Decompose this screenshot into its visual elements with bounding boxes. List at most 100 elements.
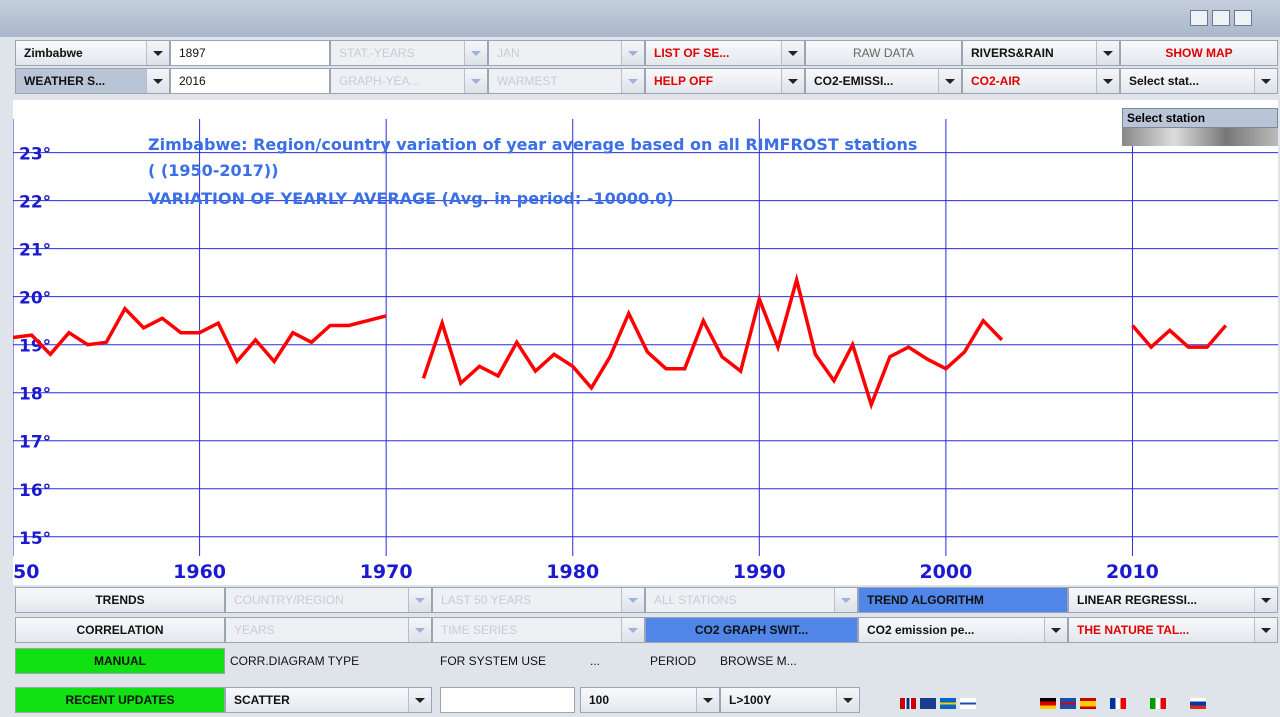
x-tick-label: 1950 xyxy=(13,561,39,583)
combo-arrow[interactable] xyxy=(464,69,487,93)
combo-arrow[interactable] xyxy=(408,588,431,612)
control-text: LINEAR REGRESSI... xyxy=(1077,593,1198,607)
combo-box[interactable]: Zimbabwe xyxy=(15,40,170,66)
combo-arrow[interactable] xyxy=(781,41,804,65)
chart: 15° 16° 17° 18° 19° 20° 21° 22° 23° 1950 1960 1970 1… xyxy=(13,100,1278,585)
flag-is[interactable] xyxy=(1060,698,1076,709)
text-field[interactable] xyxy=(440,687,575,713)
combo-arrow[interactable] xyxy=(1254,69,1277,93)
button[interactable]: RAW DATA xyxy=(805,40,962,66)
combo-box[interactable]: TIME SERIES xyxy=(432,617,645,643)
minimize-button[interactable] xyxy=(1190,10,1208,26)
combo-box[interactable]: L>100Y xyxy=(720,687,860,713)
close-button[interactable] xyxy=(1234,10,1252,26)
label: BROWSE M... xyxy=(720,648,820,674)
combo-arrow[interactable] xyxy=(836,688,859,712)
combo-box[interactable]: GRAPH-YEA... xyxy=(330,68,488,94)
x-tick-label: 1980 xyxy=(546,561,599,583)
combo-box[interactable]: Select stat... xyxy=(1120,68,1278,94)
button[interactable]: TRENDS xyxy=(15,587,225,613)
combo-arrow[interactable] xyxy=(938,69,961,93)
label: ... xyxy=(590,648,630,674)
control-text: ALL STATIONS xyxy=(654,593,737,607)
maximize-button[interactable] xyxy=(1212,10,1230,26)
combo-box[interactable]: HELP OFF xyxy=(645,68,805,94)
combo-box[interactable]: JAN xyxy=(488,40,645,66)
combo-arrow[interactable] xyxy=(146,69,169,93)
control-text: SHOW MAP xyxy=(1165,46,1233,60)
control-text: GRAPH-YEA... xyxy=(339,74,420,88)
combo-box[interactable]: SCATTER xyxy=(225,687,432,713)
combo-box[interactable]: YEARS xyxy=(225,617,432,643)
control-text: 100 xyxy=(589,693,610,707)
combo-box[interactable]: ALL STATIONS xyxy=(645,587,858,613)
combo-arrow[interactable] xyxy=(621,588,644,612)
combo-box[interactable]: LAST 50 YEARS xyxy=(432,587,645,613)
flag-ru[interactable] xyxy=(1190,698,1206,709)
combo-arrow[interactable] xyxy=(1254,618,1277,642)
combo-arrow[interactable] xyxy=(1044,618,1067,642)
combo-box[interactable]: THE NATURE TAL... xyxy=(1068,617,1278,643)
combo-box[interactable]: STAT.-YEARS xyxy=(330,40,488,66)
control-text: RECENT UPDATES xyxy=(65,693,175,707)
combo-arrow[interactable] xyxy=(1254,588,1277,612)
combo-box[interactable]: WEATHER S... xyxy=(15,68,170,94)
combo-arrow[interactable] xyxy=(464,41,487,65)
combo-box[interactable]: CO2 emission pe... xyxy=(858,617,1068,643)
combo-box[interactable]: RIVERS&RAIN xyxy=(962,40,1120,66)
control-text: SCATTER xyxy=(234,693,290,707)
combo-box[interactable]: 100 xyxy=(580,687,720,713)
dropdown-item[interactable]: Select station xyxy=(1122,108,1278,128)
combo-arrow[interactable] xyxy=(621,69,644,93)
combo-arrow[interactable] xyxy=(696,688,719,712)
button[interactable]: RECENT UPDATES xyxy=(15,687,225,713)
combo-box[interactable]: CO2-EMISSI... xyxy=(805,68,962,94)
y-tick-label: 15° xyxy=(19,529,51,549)
y-tick-label: 18° xyxy=(19,385,51,405)
combo-arrow[interactable] xyxy=(408,618,431,642)
button[interactable]: CO2 GRAPH SWIT... xyxy=(645,617,858,643)
flag-it[interactable] xyxy=(1150,698,1166,709)
control-text: CORR.DIAGRAM TYPE xyxy=(230,654,360,668)
control-text: TIME SERIES xyxy=(441,623,518,637)
control-text: RAW DATA xyxy=(852,46,915,60)
combo-box[interactable]: CO2-AIR xyxy=(962,68,1120,94)
control-text: CO2-AIR xyxy=(971,74,1021,88)
combo-box[interactable]: LINEAR REGRESSI... xyxy=(1068,587,1278,613)
control-text: LIST OF SE... xyxy=(654,46,730,60)
x-tick-label: 2000 xyxy=(919,561,972,583)
y-tick-label: 22° xyxy=(19,193,51,213)
button[interactable]: MANUAL xyxy=(15,648,225,674)
combo-box[interactable]: COUNTRY/REGION xyxy=(225,587,432,613)
flag-fi[interactable] xyxy=(960,698,976,709)
control-text: BROWSE M... xyxy=(720,654,797,668)
control-text: JAN xyxy=(497,46,520,60)
combo-box[interactable]: WARMEST xyxy=(488,68,645,94)
control-text: Zimbabwe xyxy=(24,46,83,60)
combo-arrow[interactable] xyxy=(834,588,857,612)
y-tick-label: 19° xyxy=(19,337,51,357)
flag-no[interactable] xyxy=(900,698,916,709)
combo-arrow[interactable] xyxy=(408,688,431,712)
text-field[interactable]: 1897 xyxy=(170,40,330,66)
flag-es[interactable] xyxy=(1080,698,1096,709)
flag-fr[interactable] xyxy=(1110,698,1126,709)
control-text: PERIOD xyxy=(650,654,697,668)
x-tick-label: 1960 xyxy=(173,561,226,583)
flag-de[interactable] xyxy=(1040,698,1056,709)
flag-se[interactable] xyxy=(940,698,956,709)
combo-box[interactable]: LIST OF SE... xyxy=(645,40,805,66)
combo-arrow[interactable] xyxy=(1096,41,1119,65)
button[interactable]: SHOW MAP xyxy=(1120,40,1278,66)
button[interactable]: CORRELATION xyxy=(15,617,225,643)
combo-arrow[interactable] xyxy=(781,69,804,93)
dropdown-image xyxy=(1122,128,1278,146)
text-field[interactable]: 2016 xyxy=(170,68,330,94)
flag-uk[interactable] xyxy=(920,698,936,709)
combo-arrow[interactable] xyxy=(621,618,644,642)
combo-arrow[interactable] xyxy=(1096,69,1119,93)
control-text: 1897 xyxy=(179,46,206,60)
combo-arrow[interactable] xyxy=(146,41,169,65)
combo-arrow[interactable] xyxy=(621,41,644,65)
